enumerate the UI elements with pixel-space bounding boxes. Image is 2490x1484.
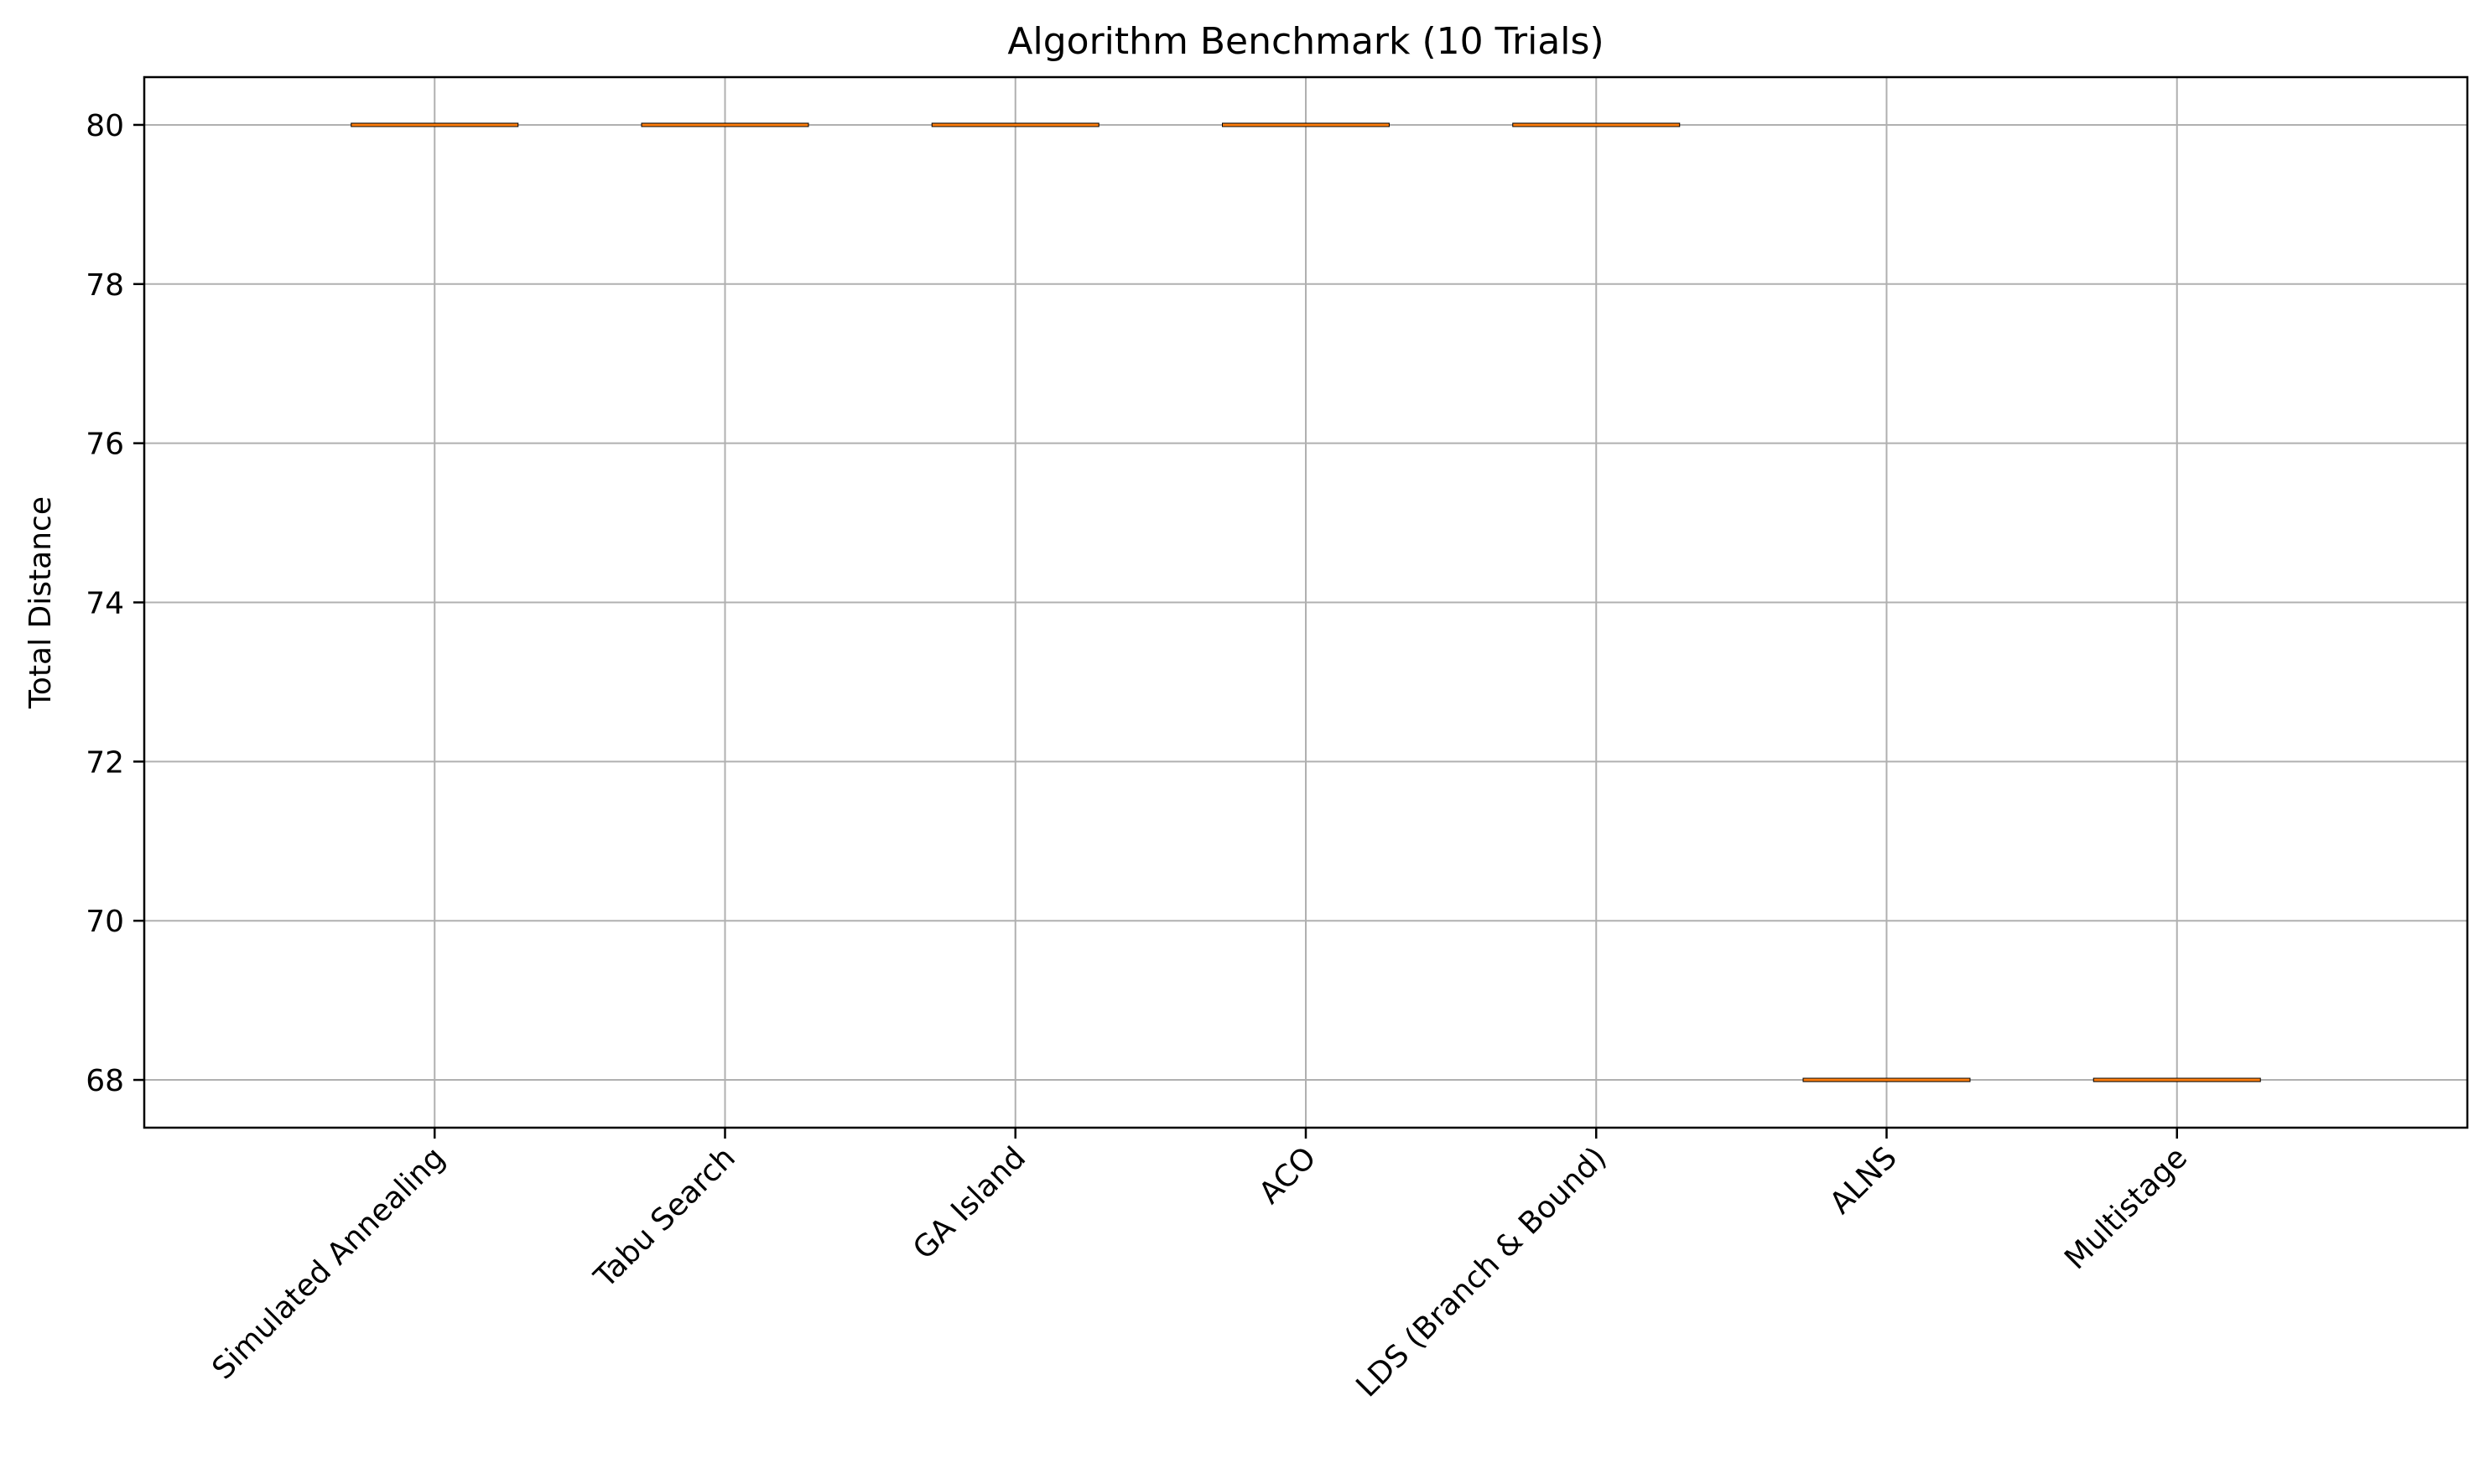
- y-tick-label: 68: [86, 1064, 124, 1098]
- y-tick-label: 80: [86, 109, 124, 143]
- box-2: [641, 122, 809, 127]
- y-tick-label: 72: [86, 745, 124, 780]
- box-4: [1222, 122, 1390, 127]
- box-1: [351, 122, 519, 127]
- y-axis-label: Total Distance: [23, 496, 58, 709]
- marks-layer: [351, 122, 2261, 1082]
- box-6: [1802, 1077, 1971, 1082]
- box-7: [2092, 1077, 2261, 1082]
- grid-layer: [144, 77, 2467, 1128]
- box-3: [931, 122, 1099, 127]
- y-tick-label: 76: [86, 428, 124, 462]
- box-5: [1512, 122, 1681, 127]
- chart-title: Algorithm Benchmark (10 Trials): [1007, 20, 1604, 63]
- y-tick-label: 70: [86, 905, 124, 939]
- y-tick-label: 74: [86, 587, 124, 621]
- y-tick-label: 78: [86, 268, 124, 303]
